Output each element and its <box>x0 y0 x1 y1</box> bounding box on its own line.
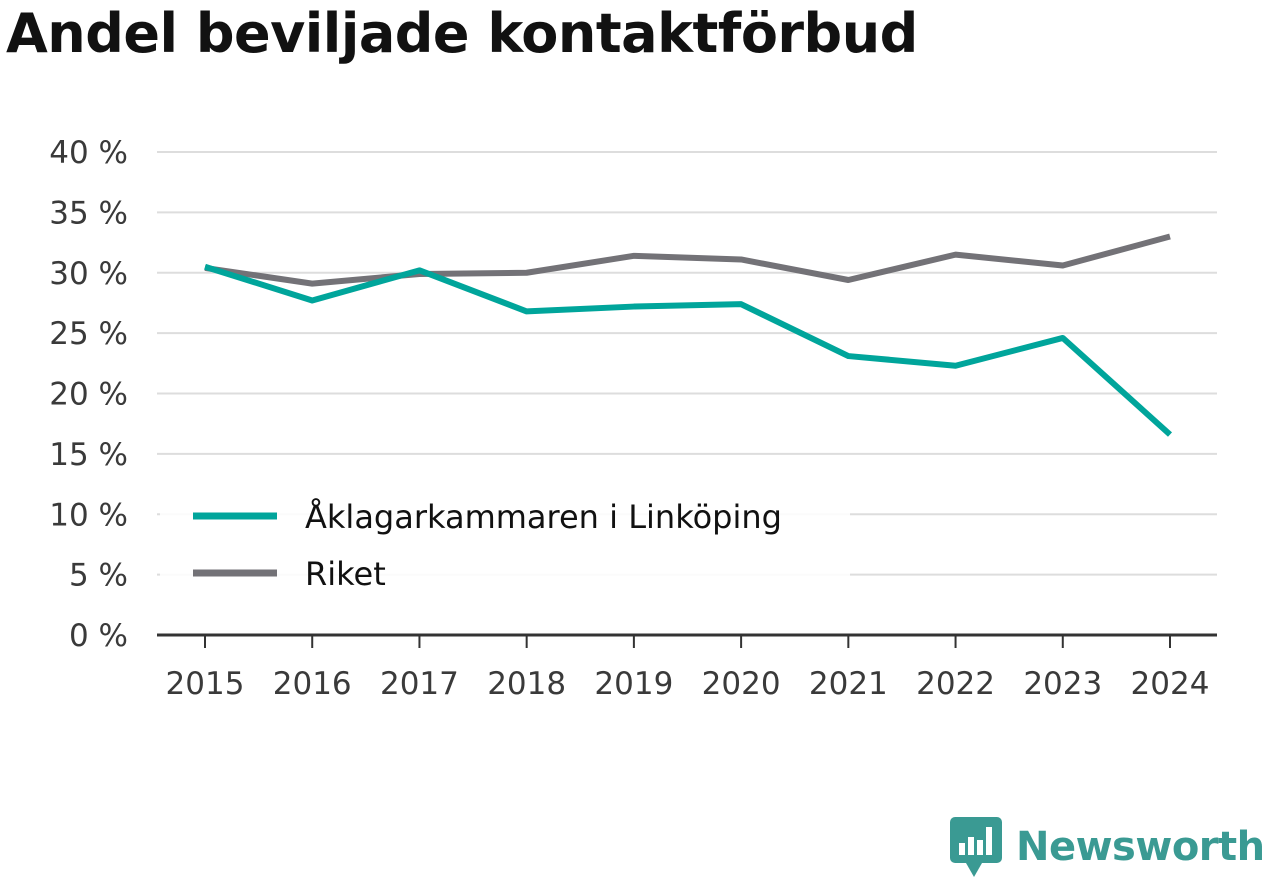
newsworthy-logo[interactable]: Newsworthy <box>950 817 1262 877</box>
y-tick-label: 30 % <box>49 256 128 292</box>
x-axis: 2015 2016 2017 2018 2019 2020 2021 2022 2023 2024 <box>157 633 1217 702</box>
legend-label: Riket <box>305 555 386 593</box>
y-tick-label: 40 % <box>49 135 128 171</box>
newsworthy-logo-icon <box>950 817 1002 877</box>
x-tick-label: 2024 <box>1131 666 1210 702</box>
y-tick-label: 25 % <box>49 316 128 352</box>
x-tick-label: 2015 <box>166 666 245 702</box>
legend-background <box>160 488 850 598</box>
y-axis-ticks: 0 % 5 % 10 % 15 % 20 % 25 % 30 % 35 % 40 % <box>49 135 128 654</box>
series-lines <box>204 233 1173 437</box>
x-tick-label: 2021 <box>809 666 888 702</box>
y-tick-label: 20 % <box>49 377 128 413</box>
x-tick-label: 2018 <box>487 666 566 702</box>
legend: Åklagarkammaren i Linköping Riket <box>160 488 850 598</box>
chart-title: Andel beviljade kontaktförbud <box>6 2 918 65</box>
x-tick-label: 2016 <box>273 666 352 702</box>
x-tick-label: 2017 <box>380 666 459 702</box>
series-line-1 <box>204 233 1171 287</box>
y-tick-label: 10 % <box>49 497 128 533</box>
x-tick-label: 2022 <box>916 666 995 702</box>
y-tick-label: 35 % <box>49 195 128 231</box>
x-tick-label: 2019 <box>594 666 673 702</box>
y-tick-label: 0 % <box>69 618 128 654</box>
y-tick-label: 15 % <box>49 437 128 473</box>
x-tick-label: 2020 <box>702 666 781 702</box>
series-line-0 <box>204 263 1173 437</box>
brand-name: Newsworthy <box>1016 824 1262 870</box>
y-tick-label: 5 % <box>69 558 128 594</box>
x-tick-label: 2023 <box>1023 666 1102 702</box>
legend-label: Åklagarkammaren i Linköping <box>305 498 782 536</box>
